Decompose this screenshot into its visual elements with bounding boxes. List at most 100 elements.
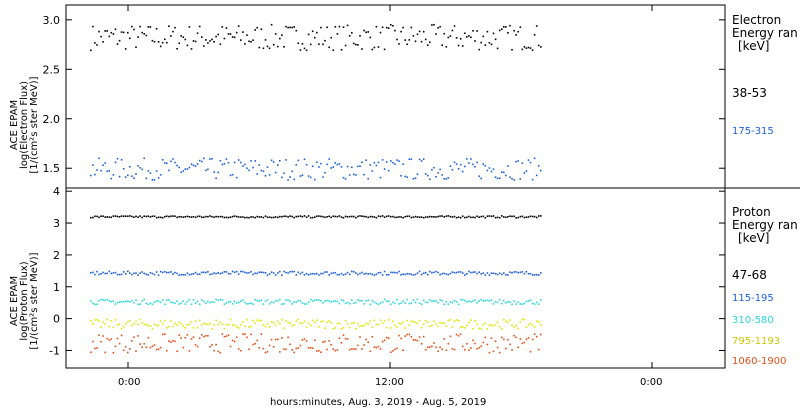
data-point: [316, 215, 318, 217]
data-point: [443, 32, 445, 35]
data-point: [416, 33, 419, 36]
data-point: [227, 323, 230, 326]
data-point: [293, 26, 295, 28]
data-point: [501, 215, 503, 217]
data-point: [272, 216, 275, 219]
data-point: [367, 177, 369, 180]
data-point: [466, 342, 468, 345]
data-point: [404, 335, 406, 337]
data-point: [488, 42, 491, 44]
data-point: [194, 271, 197, 274]
data-point: [225, 323, 228, 326]
data-point: [535, 335, 538, 338]
data-point: [322, 43, 324, 46]
data-point: [254, 160, 256, 162]
data-point: [357, 273, 359, 276]
data-point: [274, 171, 277, 174]
data-point: [246, 34, 248, 36]
data-point: [464, 348, 466, 351]
data-point: [375, 273, 378, 276]
data-point: [314, 339, 316, 342]
data-point: [324, 216, 326, 219]
data-point: [297, 299, 300, 302]
data-point: [198, 159, 201, 162]
data-point: [515, 160, 517, 163]
data-point: [408, 39, 411, 41]
data-point: [283, 46, 285, 48]
data-point: [402, 349, 404, 351]
data-point: [219, 321, 222, 323]
data-point: [422, 216, 425, 219]
data-point: [141, 168, 143, 171]
data-point: [488, 274, 491, 276]
data-point: [127, 215, 129, 218]
data-point: [342, 216, 345, 219]
data-point: [379, 271, 382, 274]
data-point: [233, 36, 236, 39]
data-point: [301, 339, 304, 341]
data-point: [168, 299, 170, 301]
data-point: [453, 215, 456, 218]
data-point: [277, 272, 279, 274]
data-point: [326, 26, 328, 29]
data-point: [215, 319, 217, 322]
data-point: [348, 273, 351, 276]
data-point: [433, 23, 435, 26]
data-point: [371, 299, 374, 302]
data-point: [122, 31, 125, 34]
data-point: [443, 338, 445, 340]
data-point: [213, 272, 215, 274]
data-point: [137, 216, 139, 218]
data-point: [92, 271, 94, 274]
data-point: [116, 301, 119, 304]
data-point: [114, 318, 117, 321]
data-point: [118, 301, 121, 303]
data-point: [184, 216, 187, 218]
data-point: [441, 299, 443, 302]
data-point: [274, 299, 277, 302]
data-point: [398, 303, 400, 305]
data-point: [535, 216, 538, 219]
data-point: [188, 216, 191, 218]
data-point: [385, 215, 388, 218]
data-point: [490, 324, 493, 326]
data-point: [496, 321, 499, 323]
data-point: [229, 345, 232, 348]
data-point: [196, 163, 199, 165]
data-point: [457, 303, 460, 306]
data-point: [348, 215, 351, 218]
data-point: [392, 320, 394, 323]
data-point: [299, 272, 302, 275]
data-point: [272, 43, 275, 46]
data-point: [480, 298, 482, 301]
data-point: [161, 271, 164, 274]
data-point: [363, 29, 365, 32]
data-point: [102, 321, 104, 323]
data-point: [537, 320, 540, 323]
data-point: [357, 344, 359, 347]
data-point: [235, 270, 238, 273]
data-point: [474, 271, 476, 273]
data-point: [145, 273, 148, 276]
data-point: [258, 320, 261, 322]
data-point: [98, 157, 100, 160]
data-point: [213, 324, 215, 326]
data-point: [110, 338, 113, 340]
data-point: [523, 216, 526, 219]
data-point: [272, 346, 275, 348]
data-point: [383, 216, 386, 218]
data-point: [161, 159, 164, 161]
data-point: [324, 171, 326, 174]
data-point: [414, 215, 417, 218]
y-tick-label: 2.0: [43, 113, 61, 126]
data-point: [351, 270, 353, 273]
data-point: [100, 35, 102, 38]
data-point: [503, 171, 505, 174]
data-point: [387, 169, 390, 172]
data-point: [219, 159, 222, 162]
data-point: [314, 273, 316, 275]
data-point: [459, 216, 462, 219]
data-point: [277, 300, 279, 302]
data-point: [381, 215, 384, 217]
data-point: [127, 321, 129, 323]
